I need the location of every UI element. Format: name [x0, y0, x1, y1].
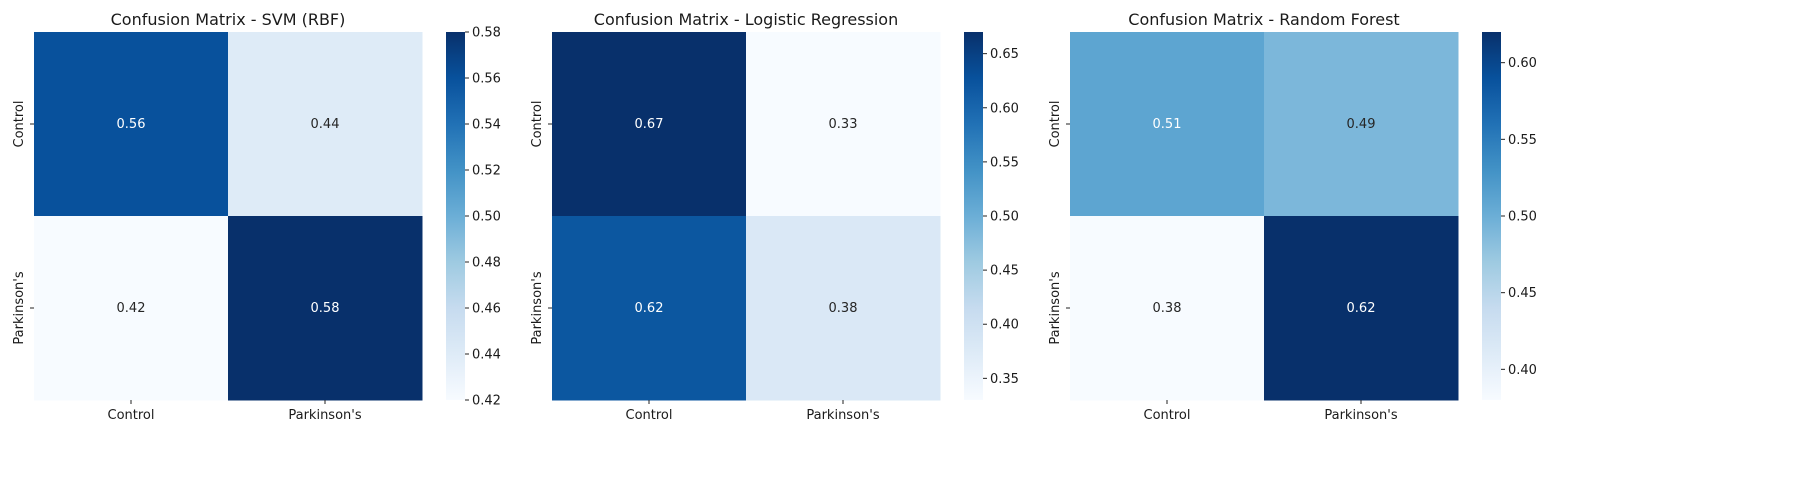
cell-value-label: 0.33: [829, 117, 858, 132]
heatmap-cell: [1070, 216, 1265, 401]
heatmap-cell: [746, 32, 941, 217]
colorbar-tick-label: 0.35: [990, 372, 1019, 387]
heatmap-cell: [1070, 32, 1265, 217]
colorbar: [446, 32, 465, 400]
colorbar-tick-label: 0.60: [1508, 56, 1537, 71]
y-tick-label: Parkinson's: [12, 271, 27, 344]
colorbar-tick-label: 0.40: [990, 318, 1019, 333]
colorbar-tick-label: 0.55: [1508, 133, 1537, 148]
colorbar-tick-label: 0.60: [990, 101, 1019, 116]
heatmap-panel-1: Confusion Matrix - SVM (RBF) 0.56 0.44 0.42…: [12, 10, 501, 423]
chart-title: Confusion Matrix - Logistic Regression: [594, 10, 898, 29]
chart-title: Confusion Matrix - SVM (RBF): [111, 10, 346, 29]
heatmap-cell: [228, 216, 423, 401]
heatmap-cell: [1264, 216, 1459, 401]
y-tick-label: Control: [1048, 101, 1063, 148]
y-tick-label: Parkinson's: [530, 271, 545, 344]
colorbar-tick-label: 0.50: [472, 210, 501, 225]
cell-value-label: 0.51: [1153, 117, 1182, 132]
cell-value-label: 0.38: [829, 301, 858, 316]
heatmap-cell: [1264, 32, 1459, 217]
colorbar-tick-label: 0.46: [472, 302, 501, 317]
colorbar-tick-label: 0.45: [1508, 286, 1537, 301]
heatmap-panel-2: Confusion Matrix - Logistic Regression 0.…: [530, 10, 1019, 423]
heatmap-cell: [34, 32, 229, 217]
colorbar-tick-label: 0.44: [472, 348, 501, 363]
colorbar-tick-label: 0.40: [1508, 363, 1537, 378]
cell-value-label: 0.44: [311, 117, 340, 132]
colorbar: [964, 32, 983, 400]
x-tick-label: Control: [108, 408, 155, 423]
cell-value-label: 0.58: [311, 301, 340, 316]
colorbar-tick-label: 0.45: [990, 264, 1019, 279]
colorbar-tick-label: 0.50: [1508, 210, 1537, 225]
colorbar-tick-label: 0.56: [472, 72, 501, 87]
y-tick-label: Parkinson's: [1048, 271, 1063, 344]
y-tick-label: Control: [12, 101, 27, 148]
heatmap-cell: [746, 216, 941, 401]
x-tick-label: Control: [626, 408, 673, 423]
heatmap-cell: [228, 32, 423, 217]
y-tick-label: Control: [530, 101, 545, 148]
colorbar-tick-label: 0.65: [990, 47, 1019, 62]
colorbar-tick-label: 0.48: [472, 256, 501, 271]
x-tick-label: Control: [1144, 408, 1191, 423]
heatmap-panels: Confusion Matrix - SVM (RBF) 0.56 0.44 0.42…: [12, 10, 1537, 423]
x-tick-label: Parkinson's: [1324, 408, 1397, 423]
colorbar-tick-label: 0.55: [990, 155, 1019, 170]
cell-value-label: 0.49: [1347, 117, 1376, 132]
cell-value-label: 0.38: [1153, 301, 1182, 316]
colorbar-tick-label: 0.52: [472, 164, 501, 179]
chart-title: Confusion Matrix - Random Forest: [1128, 10, 1399, 29]
colorbar: [1482, 32, 1501, 400]
cell-value-label: 0.67: [635, 117, 664, 132]
x-tick-label: Parkinson's: [806, 408, 879, 423]
colorbar-tick-label: 0.50: [990, 210, 1019, 225]
colorbar-tick-label: 0.54: [472, 118, 501, 133]
heatmap-cell: [552, 216, 747, 401]
colorbar-tick-label: 0.42: [472, 394, 501, 409]
heatmap-cell: [552, 32, 747, 217]
heatmap-cell: [34, 216, 229, 401]
cell-value-label: 0.42: [117, 301, 146, 316]
heatmap-panel-3: Confusion Matrix - Random Forest 0.51 0.49…: [1048, 10, 1537, 423]
x-tick-label: Parkinson's: [288, 408, 361, 423]
colorbar-tick-label: 0.58: [472, 26, 501, 41]
cell-value-label: 0.56: [117, 117, 146, 132]
cell-value-label: 0.62: [1347, 301, 1376, 316]
cell-value-label: 0.62: [635, 301, 664, 316]
